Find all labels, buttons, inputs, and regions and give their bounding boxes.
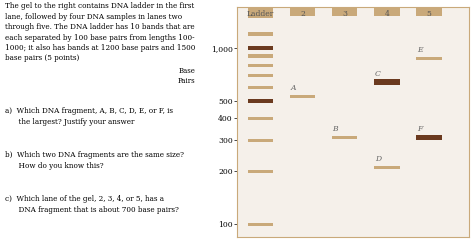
Bar [417, 0, 442, 16]
Bar [417, 135, 442, 140]
Bar [247, 63, 273, 67]
Text: 5: 5 [427, 10, 432, 18]
Text: c)  Which lane of the gel, 2, 3, 4, or 5, has a
      DNA fragment that is about: c) Which lane of the gel, 2, 3, 4, or 5,… [5, 195, 179, 214]
Bar [247, 32, 273, 36]
Text: b)  Which two DNA fragments are the same size?
      How do you know this?: b) Which two DNA fragments are the same … [5, 151, 184, 170]
Text: D: D [374, 155, 381, 163]
Text: 3: 3 [342, 10, 347, 18]
Text: 2: 2 [300, 10, 305, 18]
Text: a)  Which DNA fragment, A, B, C, D, E, or F, is
      the largest? Justify your : a) Which DNA fragment, A, B, C, D, E, or… [5, 107, 173, 126]
Bar [247, 223, 273, 226]
Bar [374, 80, 400, 85]
Bar [247, 54, 273, 58]
Text: C: C [374, 70, 381, 78]
Text: Base
Pairs: Base Pairs [178, 67, 195, 85]
Text: The gel to the right contains DNA ladder in the first
lane, followed by four DNA: The gel to the right contains DNA ladder… [5, 2, 195, 62]
Text: Ladder: Ladder [246, 10, 274, 18]
Bar [247, 46, 273, 50]
Bar [247, 0, 273, 16]
Bar [332, 0, 357, 16]
Text: 4: 4 [384, 10, 389, 18]
Bar [332, 136, 357, 139]
Bar [247, 86, 273, 89]
Bar [247, 170, 273, 173]
Bar [247, 117, 273, 120]
Bar [374, 166, 400, 169]
Bar [374, 0, 400, 16]
Bar [247, 15, 273, 19]
Text: F: F [417, 125, 422, 133]
Bar [290, 95, 315, 98]
Bar [290, 0, 315, 16]
Bar [247, 99, 273, 103]
Text: B: B [332, 125, 338, 133]
Text: A: A [290, 84, 296, 92]
Bar [247, 139, 273, 142]
Text: E: E [417, 46, 422, 54]
Bar [417, 57, 442, 60]
Bar [247, 74, 273, 77]
